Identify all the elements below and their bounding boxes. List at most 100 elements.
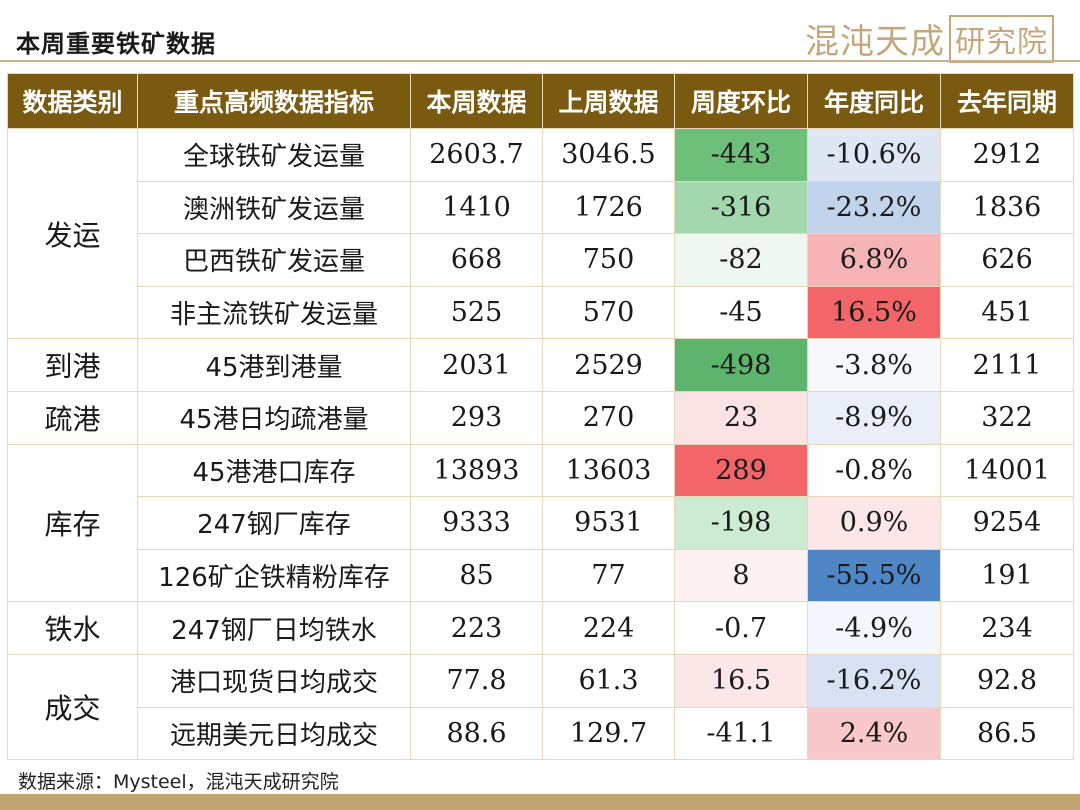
col-header-last-week: 上周数据 bbox=[542, 73, 675, 129]
wow-cell: -498 bbox=[674, 338, 808, 392]
table-row: 247钢厂库存 9333 9531 -198 0.9% 9254 bbox=[8, 496, 1074, 550]
wow-cell: -41.1 bbox=[674, 706, 808, 761]
last-year-cell: 92.8 bbox=[940, 653, 1074, 708]
last-week-cell: 570 bbox=[542, 285, 675, 340]
last-year-cell: 191 bbox=[940, 548, 1074, 603]
indicator-cell: 126矿企铁精粉库存 bbox=[137, 548, 411, 603]
table-row: 126矿企铁精粉库存 85 77 8 -55.5% 191 bbox=[8, 548, 1074, 603]
last-year-cell: 234 bbox=[940, 601, 1074, 655]
yoy-cell: -8.9% bbox=[807, 390, 941, 445]
this-week-cell: 85 bbox=[410, 548, 543, 603]
table-row: 到港 45港到港量 2031 2529 -498 -3.8% 2111 bbox=[7, 338, 1074, 392]
this-week-cell: 293 bbox=[410, 390, 543, 445]
wow-cell: 16.5 bbox=[674, 653, 808, 708]
last-year-cell: 2111 bbox=[940, 338, 1074, 392]
indicator-cell: 45港港口库存 bbox=[137, 443, 411, 498]
last-week-cell: 270 bbox=[542, 390, 675, 445]
last-year-cell: 86.5 bbox=[940, 706, 1074, 761]
category-cell: 铁水 bbox=[7, 601, 138, 655]
yoy-cell: 16.5% bbox=[807, 285, 941, 340]
category-cell: 到港 bbox=[7, 338, 138, 392]
this-week-cell: 525 bbox=[410, 285, 543, 340]
col-header-indicator: 重点高频数据指标 bbox=[137, 73, 411, 129]
wow-cell: -443 bbox=[674, 128, 808, 182]
indicator-cell: 港口现货日均成交 bbox=[137, 653, 411, 708]
source-note: 数据来源：Mysteel，混沌天成研究院 bbox=[18, 771, 339, 793]
logo-text: 混沌天成 bbox=[805, 22, 945, 62]
this-week-cell: 668 bbox=[410, 233, 543, 287]
yoy-cell: -3.8% bbox=[807, 338, 941, 392]
yoy-cell: -0.8% bbox=[807, 443, 941, 498]
category-cell: 成交 bbox=[7, 653, 138, 761]
wow-cell: -45 bbox=[674, 285, 808, 340]
yoy-cell: -4.9% bbox=[807, 601, 941, 655]
last-week-cell: 2529 bbox=[542, 338, 675, 392]
last-week-cell: 1726 bbox=[542, 180, 675, 235]
yoy-cell: -10.6% bbox=[807, 128, 941, 182]
yoy-cell: -55.5% bbox=[807, 548, 941, 603]
indicator-cell: 澳洲铁矿发运量 bbox=[137, 180, 411, 235]
last-week-cell: 61.3 bbox=[542, 653, 675, 708]
indicator-cell: 247钢厂日均铁水 bbox=[137, 601, 411, 655]
table-body: 发运 全球铁矿发运量 2603.7 3046.5 -443 -10.6% 2912 澳洲铁矿发… bbox=[7, 127, 1074, 761]
table-row: 澳洲铁矿发运量 1410 1726 -316 -23.2% 1836 bbox=[8, 180, 1074, 235]
wow-cell: 23 bbox=[674, 390, 808, 445]
last-week-cell: 750 bbox=[542, 233, 675, 287]
last-year-cell: 2912 bbox=[940, 128, 1074, 182]
yoy-cell: 6.8% bbox=[807, 233, 941, 287]
wow-cell: -198 bbox=[674, 496, 808, 550]
table-row: 非主流铁矿发运量 525 570 -45 16.5% 451 bbox=[8, 285, 1074, 340]
col-header-wow: 周度环比 bbox=[674, 73, 808, 129]
this-week-cell: 88.6 bbox=[410, 706, 543, 761]
indicator-cell: 247钢厂库存 bbox=[137, 496, 411, 550]
col-header-category: 数据类别 bbox=[7, 73, 138, 129]
yoy-cell: -16.2% bbox=[807, 653, 941, 708]
this-week-cell: 2031 bbox=[410, 338, 543, 392]
this-week-cell: 77.8 bbox=[410, 653, 543, 708]
col-header-last-year: 去年同期 bbox=[940, 73, 1074, 129]
wow-cell: -316 bbox=[674, 180, 808, 235]
category-cell: 库存 bbox=[7, 443, 138, 603]
last-week-cell: 13603 bbox=[542, 443, 675, 498]
category-cell: 疏港 bbox=[7, 390, 138, 445]
brand-logo: 混沌天成 研究院 bbox=[805, 14, 1054, 63]
wow-cell: 289 bbox=[674, 443, 808, 498]
table-row: 铁水 247钢厂日均铁水 223 224 -0.7 -4.9% 234 bbox=[7, 601, 1074, 655]
category-cell: 发运 bbox=[7, 127, 138, 340]
page-title: 本周重要铁矿数据 bbox=[16, 30, 216, 58]
logo-box-text: 研究院 bbox=[949, 14, 1054, 63]
yoy-cell: 0.9% bbox=[807, 496, 941, 550]
col-header-this-week: 本周数据 bbox=[410, 73, 543, 129]
last-year-cell: 322 bbox=[940, 390, 1074, 445]
last-week-cell: 3046.5 bbox=[542, 128, 675, 182]
last-week-cell: 9531 bbox=[542, 496, 675, 550]
yoy-cell: 2.4% bbox=[807, 706, 941, 761]
yoy-cell: -23.2% bbox=[807, 180, 941, 235]
this-week-cell: 9333 bbox=[410, 496, 543, 550]
last-week-cell: 129.7 bbox=[542, 706, 675, 761]
last-week-cell: 224 bbox=[542, 601, 675, 655]
last-year-cell: 14001 bbox=[940, 443, 1074, 498]
title-divider bbox=[0, 60, 1080, 62]
table-row: 疏港 45港日均疏港量 293 270 23 -8.9% 322 bbox=[7, 390, 1074, 445]
indicator-cell: 45港日均疏港量 bbox=[137, 390, 411, 445]
this-week-cell: 1410 bbox=[410, 180, 543, 235]
last-week-cell: 77 bbox=[542, 548, 675, 603]
this-week-cell: 223 bbox=[410, 601, 543, 655]
indicator-cell: 45港到港量 bbox=[137, 338, 411, 392]
last-year-cell: 1836 bbox=[940, 180, 1074, 235]
indicator-cell: 巴西铁矿发运量 bbox=[137, 233, 411, 287]
table-row: 远期美元日均成交 88.6 129.7 -41.1 2.4% 86.5 bbox=[8, 706, 1074, 761]
col-header-yoy: 年度同比 bbox=[807, 73, 941, 129]
wow-cell: 8 bbox=[674, 548, 808, 603]
table-row: 库存 45港港口库存 13893 13603 289 -0.8% 14001 bbox=[7, 443, 1074, 603]
table-row: 成交 港口现货日均成交 77.8 61.3 16.5 -16.2% 92.8 bbox=[7, 653, 1074, 761]
this-week-cell: 2603.7 bbox=[410, 128, 543, 182]
table-header-row: 数据类别 重点高频数据指标 本周数据 上周数据 周度环比 年度同比 去年同期 bbox=[7, 73, 1074, 129]
indicator-cell: 全球铁矿发运量 bbox=[137, 128, 411, 182]
last-year-cell: 451 bbox=[940, 285, 1074, 340]
iron-ore-data-table: 数据类别 重点高频数据指标 本周数据 上周数据 周度环比 年度同比 去年同期 发… bbox=[7, 73, 1074, 761]
table-row: 发运 全球铁矿发运量 2603.7 3046.5 -443 -10.6% 2912 bbox=[7, 127, 1074, 340]
last-year-cell: 9254 bbox=[940, 496, 1074, 550]
this-week-cell: 13893 bbox=[410, 443, 543, 498]
